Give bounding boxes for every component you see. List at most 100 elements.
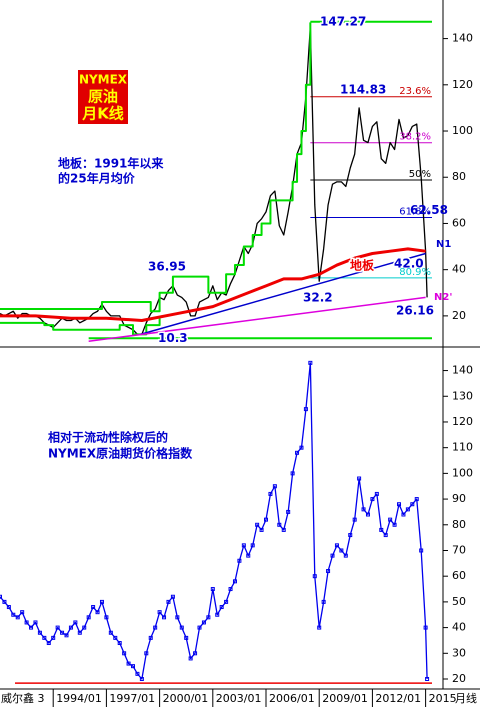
- series-line: [0, 318, 161, 336]
- point: [224, 599, 229, 604]
- point: [228, 587, 233, 592]
- point: [232, 579, 237, 584]
- point: [237, 558, 242, 563]
- y-tick-label: 140: [452, 32, 473, 45]
- point: [339, 548, 344, 553]
- point: [184, 635, 189, 640]
- point: [383, 533, 388, 538]
- annotation: N2': [434, 292, 452, 303]
- point: [20, 610, 25, 615]
- point: [312, 574, 317, 579]
- point: [122, 651, 127, 656]
- point: [0, 594, 2, 599]
- point: [113, 635, 118, 640]
- point: [95, 610, 100, 615]
- y-tick-label: 80: [452, 170, 466, 183]
- point: [104, 615, 109, 620]
- level-ratio: 23.6%: [399, 86, 431, 97]
- series-line: [0, 247, 426, 323]
- point: [206, 615, 211, 620]
- y-tick-label: 120: [452, 78, 473, 91]
- y-tick-label: 80: [452, 518, 466, 531]
- point: [55, 625, 60, 630]
- point: [299, 445, 304, 450]
- point: [170, 594, 175, 599]
- point: [108, 630, 113, 635]
- point: [201, 620, 206, 625]
- point: [82, 625, 87, 630]
- point: [357, 476, 362, 481]
- point: [215, 612, 220, 617]
- point: [268, 491, 273, 496]
- point: [419, 548, 424, 553]
- point: [290, 471, 295, 476]
- point: [157, 610, 162, 615]
- y-tick-label: 20: [452, 309, 466, 322]
- point: [246, 553, 251, 558]
- note: 的25年月均价: [58, 171, 136, 186]
- point: [15, 615, 20, 620]
- point: [308, 360, 313, 365]
- series-line: [88, 296, 426, 343]
- point: [370, 497, 375, 502]
- point: [414, 497, 419, 502]
- point: [166, 599, 171, 604]
- point: [91, 605, 96, 610]
- point: [264, 517, 269, 522]
- point: [348, 533, 353, 538]
- index-panel: [0, 360, 432, 684]
- y-tick-label: 70: [452, 543, 466, 556]
- point: [410, 502, 415, 507]
- point: [162, 615, 167, 620]
- level-ratio: 61.8%: [399, 206, 431, 217]
- y-tick-label: 90: [452, 492, 466, 505]
- series-line: [0, 22, 312, 313]
- point: [295, 450, 300, 455]
- point: [153, 625, 158, 630]
- point: [99, 599, 104, 604]
- y-tick-label: 40: [452, 263, 466, 276]
- point: [117, 641, 122, 646]
- point: [42, 635, 47, 640]
- price-panel: [0, 20, 432, 343]
- level-label: 10.3: [158, 331, 188, 345]
- point: [64, 633, 69, 638]
- point: [405, 507, 410, 512]
- x-tick-label: 2015: [429, 692, 457, 705]
- y-tick-label: 130: [452, 389, 473, 402]
- annotation: 32.2: [303, 291, 333, 305]
- point: [2, 599, 7, 604]
- point: [210, 587, 215, 592]
- point: [343, 553, 348, 558]
- x-tick-label: 2003/01: [216, 692, 262, 705]
- point: [29, 625, 34, 630]
- point: [148, 635, 153, 640]
- point: [77, 630, 82, 635]
- point: [392, 522, 397, 527]
- point: [6, 605, 11, 610]
- annotation: 26.16: [396, 304, 434, 318]
- period-label: 月线: [455, 691, 477, 705]
- point: [250, 543, 255, 548]
- level-label: 62.58: [410, 203, 448, 217]
- point: [303, 407, 308, 412]
- point: [330, 553, 335, 558]
- annotation: 地板: [350, 258, 375, 273]
- point: [361, 507, 366, 512]
- point: [219, 605, 224, 610]
- y-tick-label: 100: [452, 124, 473, 137]
- y-tick-label: 20: [452, 672, 466, 685]
- note: 地板：1991年以来: [58, 156, 164, 171]
- x-tick-label: 2000/01: [163, 692, 209, 705]
- series-line: [0, 362, 428, 680]
- x-tick-label: 2006/01: [269, 692, 315, 705]
- point: [175, 615, 180, 620]
- point: [259, 527, 264, 532]
- y-tick-label: 100: [452, 466, 473, 479]
- y-tick-label: 140: [452, 364, 473, 377]
- logo-text: 月K线: [81, 105, 124, 123]
- level-ratio: 50%: [409, 169, 431, 180]
- point: [241, 543, 246, 548]
- point: [135, 671, 140, 676]
